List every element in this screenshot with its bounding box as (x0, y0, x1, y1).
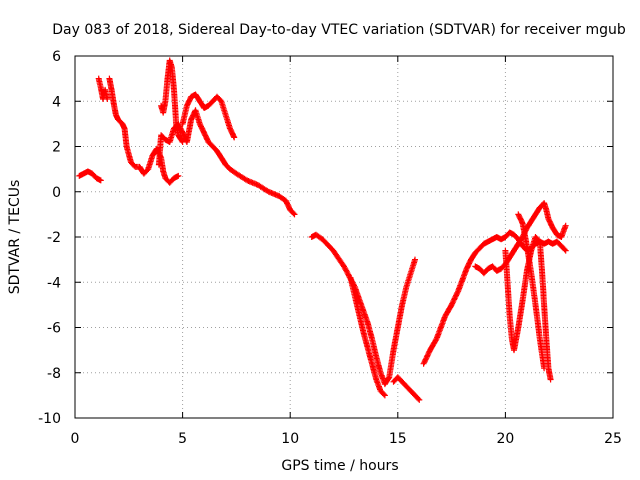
data-point-markers (76, 57, 569, 403)
x-tick-label: 20 (496, 431, 514, 447)
y-tick-label: -10 (38, 411, 61, 427)
y-tick-label: -6 (47, 321, 61, 337)
y-tick-label: 2 (52, 140, 61, 156)
x-axis-label: GPS time / hours (281, 458, 398, 474)
axis-ticks (74, 55, 614, 419)
x-tick-label: 25 (604, 431, 622, 447)
data-points (76, 57, 569, 403)
x-tick-labels: 0 5 10 15 20 25 (71, 431, 622, 447)
y-tick-label: 4 (52, 94, 61, 110)
x-tick-label: 5 (178, 431, 187, 447)
grid-lines (75, 56, 613, 418)
y-tick-labels: -10 -8 -6 -4 -2 0 2 4 6 (38, 49, 61, 427)
chart-title: Day 083 of 2018, Sidereal Day-to-day VTE… (52, 22, 626, 38)
y-axis-label: SDTVAR / TECUs (7, 180, 23, 295)
y-tick-label: -8 (47, 366, 61, 382)
y-tick-label: -2 (47, 230, 61, 246)
y-tick-label: -4 (47, 275, 61, 291)
y-tick-label: 6 (52, 49, 61, 65)
x-tick-label: 15 (389, 431, 407, 447)
x-tick-label: 0 (71, 431, 80, 447)
x-tick-label: 10 (281, 431, 299, 447)
y-tick-label: 0 (52, 185, 61, 201)
